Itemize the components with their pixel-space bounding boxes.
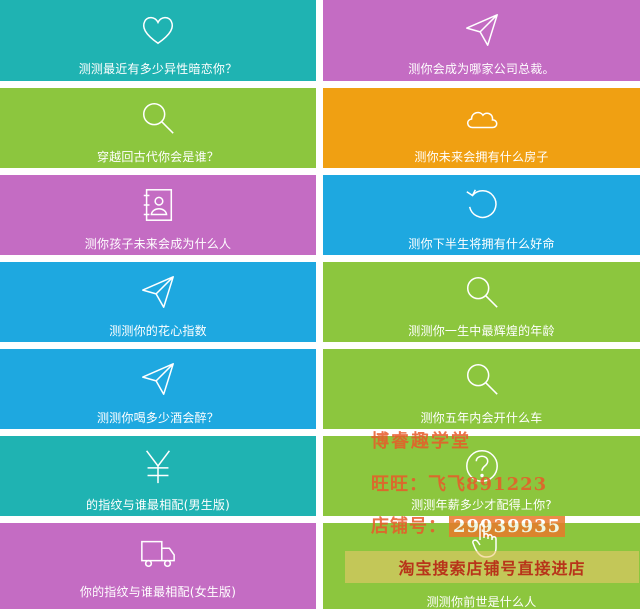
tile-label: 测测年薪多少才配得上你?: [411, 498, 552, 512]
heart-icon: [138, 10, 178, 50]
search-icon: [138, 98, 178, 138]
watermark-banner: 淘宝搜索店铺号直接进店: [345, 551, 639, 583]
tile-secret-admirers[interactable]: 测测最近有多少异性暗恋你？: [0, 0, 316, 81]
cloud-icon: [462, 98, 502, 138]
tile-drink-limit[interactable]: 测测你喝多少酒会醉？: [0, 349, 316, 429]
truck-icon: [138, 533, 178, 573]
tile-company-ceo[interactable]: 测你会成为哪家公司总裁。: [323, 0, 640, 81]
tile-label: 测你会成为哪家公司总裁。: [408, 62, 555, 76]
tile-salary[interactable]: 测测年薪多少才配得上你?: [323, 436, 640, 516]
tile-future-house[interactable]: 测你未来会拥有什么房子: [323, 88, 640, 168]
tile-label: 测测你的花心指数: [109, 324, 207, 338]
tile-fingerprint-male[interactable]: 的指纹与谁最相配(男生版): [0, 436, 316, 516]
tile-label: 测测你喝多少酒会醉？: [96, 411, 219, 425]
watermark-shop: 店铺号： 29939935: [371, 512, 566, 538]
contact-card-icon: [138, 185, 178, 225]
watermark-title: 博睿趣学堂: [371, 431, 471, 452]
paper-plane-icon: [138, 272, 178, 312]
question-icon: [462, 446, 502, 486]
search-icon: [462, 272, 502, 312]
tile-label: 测测你一生中最辉煌的年龄: [408, 324, 555, 338]
hand-pointer-icon: [472, 523, 497, 558]
tile-fingerprint-female[interactable]: 你的指纹与谁最相配(女生版): [0, 523, 316, 609]
tile-label: 测你五年内会开什么车: [420, 411, 543, 425]
tile-second-half-life[interactable]: 测你下半生将拥有什么好命: [323, 175, 640, 255]
paper-plane-icon: [462, 10, 502, 50]
yen-icon: [138, 446, 178, 486]
tile-label: 测测最近有多少异性暗恋你？: [78, 62, 238, 76]
tile-ancient-identity[interactable]: 穿越回古代你会是谁？: [0, 88, 316, 168]
tile-child-future[interactable]: 测你孩子未来会成为什么人: [0, 175, 316, 255]
watermark-shop-label: 店铺号：: [371, 516, 447, 537]
refresh-icon: [462, 185, 502, 225]
watermark-wangwang: 旺旺：飞飞891223: [371, 474, 548, 495]
tile-label: 的指纹与谁最相配(男生版): [86, 498, 230, 512]
tile-glory-age[interactable]: 测测你一生中最辉煌的年龄: [323, 262, 640, 342]
tile-playboy-index[interactable]: 测测你的花心指数: [0, 262, 316, 342]
tile-label: 测你下半生将拥有什么好命: [408, 237, 555, 251]
search-icon: [462, 359, 502, 399]
paper-plane-icon: [138, 359, 178, 399]
tile-label: 测测你前世是什么人: [426, 595, 537, 609]
tile-label: 测你孩子未来会成为什么人: [84, 237, 232, 251]
watermark-shop-number: 29939935: [449, 516, 566, 537]
tile-label: 穿越回古代你会是谁？: [96, 150, 219, 164]
tile-label: 你的指纹与谁最相配(女生版): [79, 585, 237, 599]
tile-future-car[interactable]: 测你五年内会开什么车: [323, 349, 640, 429]
tile-label: 测你未来会拥有什么房子: [414, 150, 549, 164]
